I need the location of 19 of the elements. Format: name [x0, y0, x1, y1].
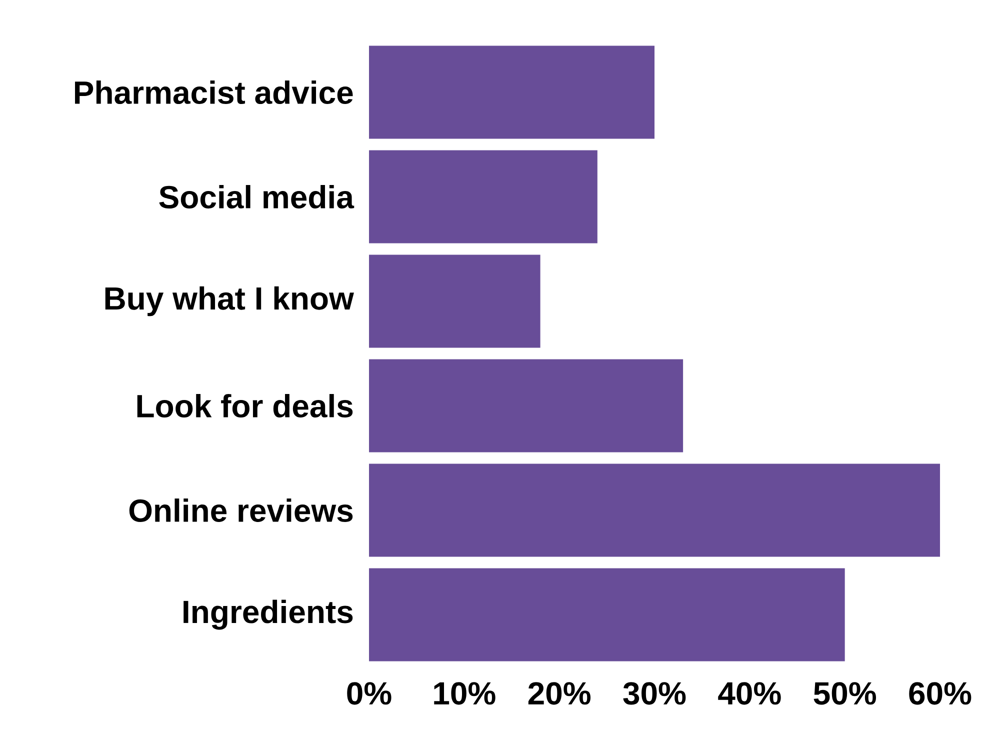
x-tick-label: 20%	[528, 682, 590, 705]
x-tick-label: 40%	[718, 682, 781, 705]
bar	[369, 46, 654, 139]
bar	[369, 150, 598, 244]
bar	[369, 359, 684, 452]
y-tick-label: Pharmacist advice	[75, 80, 353, 104]
x-tick-label: 50%	[814, 682, 876, 705]
y-tick-label: Buy what I know	[105, 286, 354, 316]
x-tick-label: 30%	[623, 682, 686, 705]
bar	[369, 254, 540, 348]
bar	[369, 464, 940, 557]
y-tick-label: Look for deals	[137, 394, 353, 418]
x-tick-label: 60%	[909, 682, 972, 705]
y-tick-label: Online reviews	[129, 498, 353, 522]
y-tick-label: Ingredients	[184, 600, 353, 630]
y-tick-label: Social media	[159, 185, 354, 209]
x-tick-label: 0%	[347, 682, 392, 705]
bar	[369, 568, 845, 662]
x-tick-label: 10%	[434, 682, 496, 705]
